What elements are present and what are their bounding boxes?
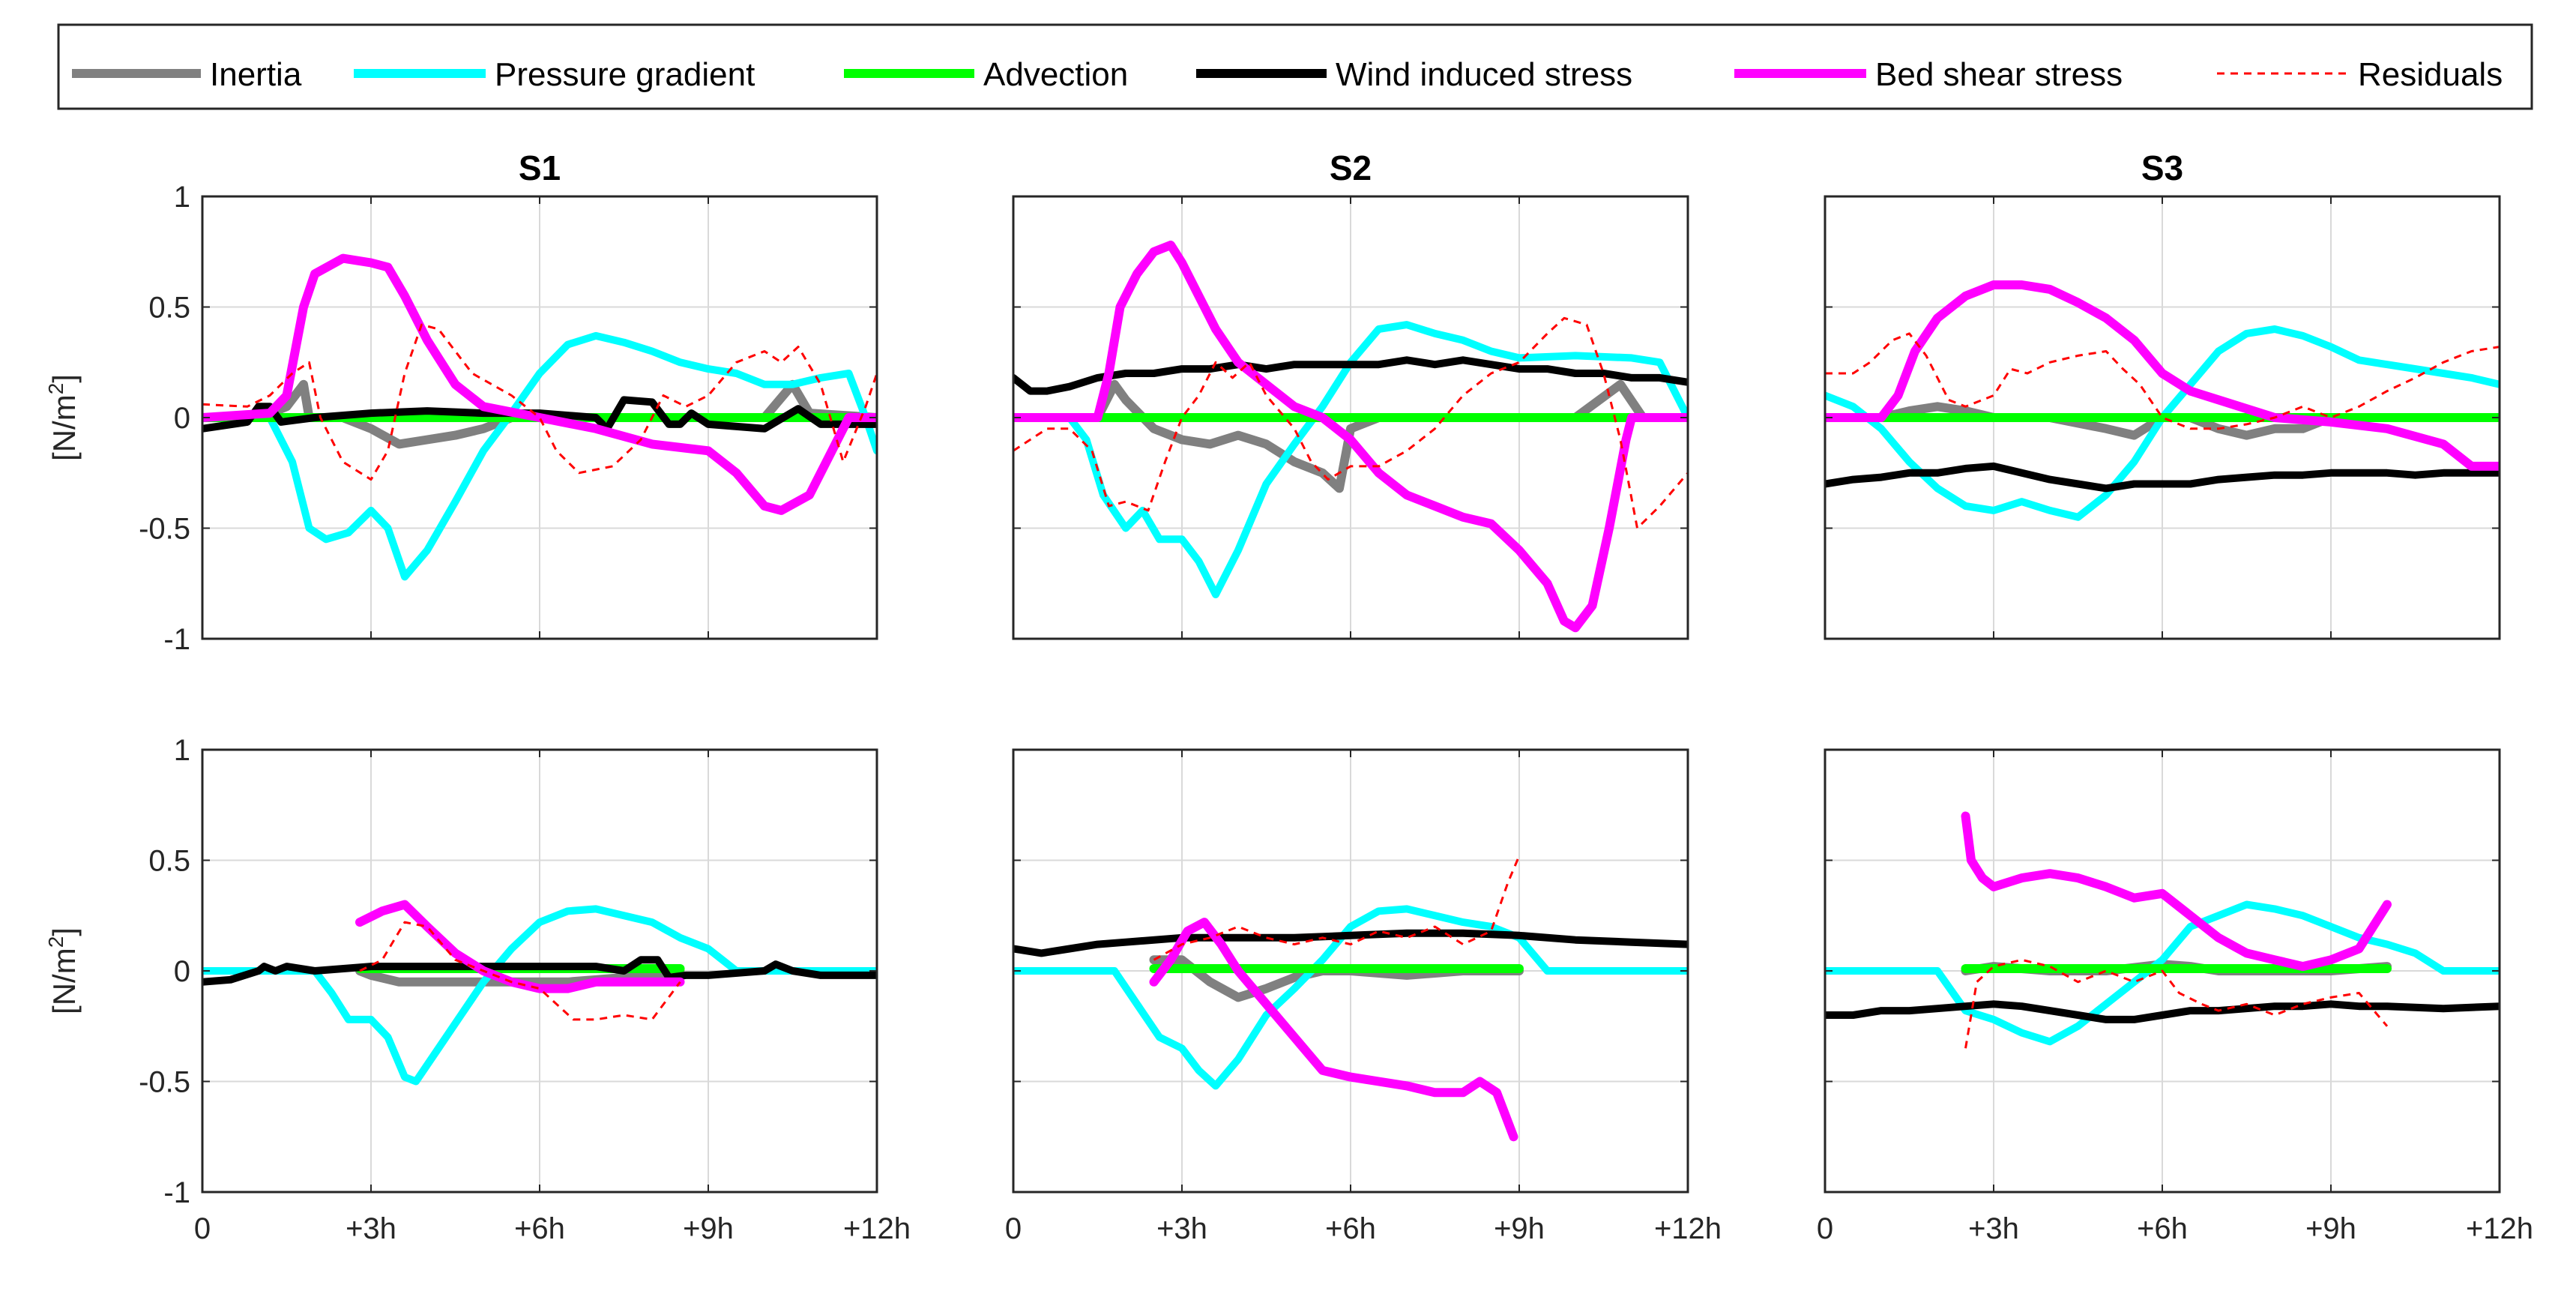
- panel-top-s3: S3: [1824, 148, 2501, 640]
- y-axis-label-superscript: 2: [44, 936, 67, 948]
- legend-label-inertia: Inertia: [210, 56, 302, 93]
- y-tick-label: 0.5: [148, 292, 190, 325]
- y-tick-label: 1: [174, 181, 190, 214]
- panel-top-s2: S2: [1012, 148, 1689, 640]
- series-line-bed: [1149, 918, 1518, 1142]
- x-tick-label: 0: [1817, 1212, 1833, 1245]
- x-tick-label: +9h: [2305, 1212, 2356, 1245]
- series-line-wind: [1013, 929, 1688, 957]
- series-line-bed: [1013, 240, 1688, 633]
- x-tick-label: +12h: [1654, 1212, 1722, 1245]
- legend-label-residuals: Residuals: [2358, 56, 2503, 93]
- y-axis-label-base: [N/m: [46, 948, 82, 1014]
- panel-title: S3: [2141, 148, 2183, 187]
- series-line-bed: [1961, 811, 2392, 972]
- series-group: [202, 900, 877, 1086]
- x-tick-label: +3h: [1156, 1212, 1207, 1245]
- series-line-residuals: [1153, 855, 1521, 961]
- y-tick-label: 0: [174, 402, 190, 435]
- series-line-bed: [1825, 280, 2500, 471]
- series-line-inertia: [1149, 955, 1524, 1002]
- y-axis-label-close: ]: [46, 927, 82, 936]
- series-line-wind: [1825, 462, 2500, 493]
- y-tick-label: -1: [163, 623, 190, 656]
- y-axis-label-close: ]: [46, 374, 82, 383]
- legend-label-advection: Advection: [983, 56, 1128, 93]
- series-line-residuals: [359, 921, 681, 1021]
- x-tick-label: +6h: [1325, 1212, 1376, 1245]
- series-group: [1825, 280, 2500, 521]
- x-tick-label: +12h: [2466, 1212, 2533, 1245]
- legend-label-bed: Bed shear stress: [1875, 56, 2123, 93]
- series-line-wind: [1013, 356, 1688, 395]
- series-group: [1013, 240, 1688, 633]
- x-tick-label: 0: [194, 1212, 211, 1245]
- x-tick-label: +3h: [346, 1212, 396, 1245]
- y-tick-label: 1: [174, 734, 190, 767]
- series-group: [202, 253, 877, 581]
- panel-bot-s3: 0 +3h +6h +9h +12h: [1817, 748, 2533, 1245]
- y-axis-label-superscript: 2: [44, 383, 67, 395]
- series-line-wind: [202, 956, 877, 986]
- x-tick-label: +9h: [683, 1212, 734, 1245]
- series-line-pressure: [1825, 900, 2500, 1046]
- series-group: [1825, 811, 2500, 1049]
- y-tick-label: 0: [174, 955, 190, 988]
- x-tick-label: 0: [1005, 1212, 1022, 1245]
- y-tick-label: -1: [163, 1176, 190, 1209]
- panel-top-s1: 1 0.5 0 -0.5 -1 [N/m2] S1: [44, 148, 878, 656]
- y-axis-label-base: [N/m: [46, 394, 82, 461]
- panel-title: S2: [1330, 148, 1372, 187]
- series-line-pressure: [202, 331, 877, 581]
- panel-title: S1: [519, 148, 561, 187]
- series-line-inertia: [1825, 402, 2500, 440]
- series-line-residuals: [1013, 316, 1688, 529]
- x-tick-label: +6h: [2137, 1212, 2188, 1245]
- series-line-pressure: [1013, 321, 1688, 598]
- x-tick-label: +3h: [1968, 1212, 2019, 1245]
- y-tick-label: -0.5: [139, 1066, 190, 1099]
- y-tick-label: 0.5: [148, 845, 190, 878]
- panel-bot-s2: 0 +3h +6h +9h +12h: [1005, 748, 1722, 1245]
- x-tick-label: +6h: [514, 1212, 565, 1245]
- legend: Inertia Pressure gradient Advection Wind…: [57, 23, 2533, 110]
- x-tick-label: +12h: [843, 1212, 911, 1245]
- x-tick-label: +9h: [1494, 1212, 1545, 1245]
- y-axis-label: [N/m2]: [44, 374, 82, 461]
- series-line-residuals: [202, 323, 877, 481]
- panel-bot-s1: 1 0.5 0 -0.5 -1 [N/m2] 0 +3h +6h +9h +12h: [44, 734, 911, 1245]
- y-tick-label: -0.5: [139, 513, 190, 546]
- series-line-residuals: [1825, 332, 2500, 430]
- series-group: [1013, 855, 1688, 1142]
- series-line-residuals: [1964, 958, 2389, 1049]
- y-axis-label: [N/m2]: [44, 927, 82, 1014]
- legend-box: [57, 23, 2533, 110]
- legend-label-wind: Wind induced stress: [1336, 56, 1632, 93]
- legend-label-pressure: Pressure gradient: [495, 56, 755, 93]
- series-line-wind: [1825, 1000, 2500, 1023]
- series-line-bed: [202, 253, 877, 515]
